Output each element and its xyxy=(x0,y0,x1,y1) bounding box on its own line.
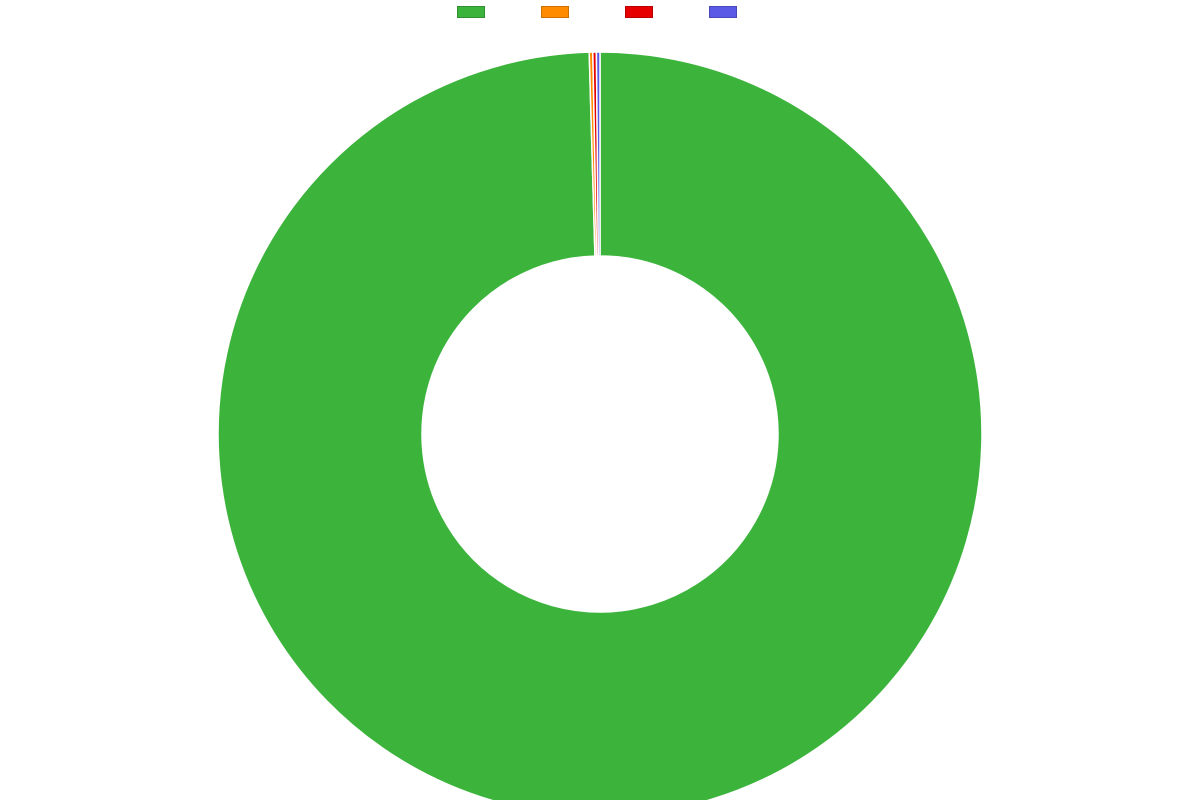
legend-item xyxy=(709,6,743,18)
legend-swatch xyxy=(541,6,569,18)
donut-chart xyxy=(0,24,1200,800)
legend-item xyxy=(625,6,659,18)
legend-swatch xyxy=(625,6,653,18)
legend-swatch xyxy=(709,6,737,18)
legend-swatch xyxy=(457,6,485,18)
legend-item xyxy=(457,6,491,18)
chart-legend xyxy=(0,6,1200,18)
legend-item xyxy=(541,6,575,18)
donut-chart-container xyxy=(0,24,1200,800)
